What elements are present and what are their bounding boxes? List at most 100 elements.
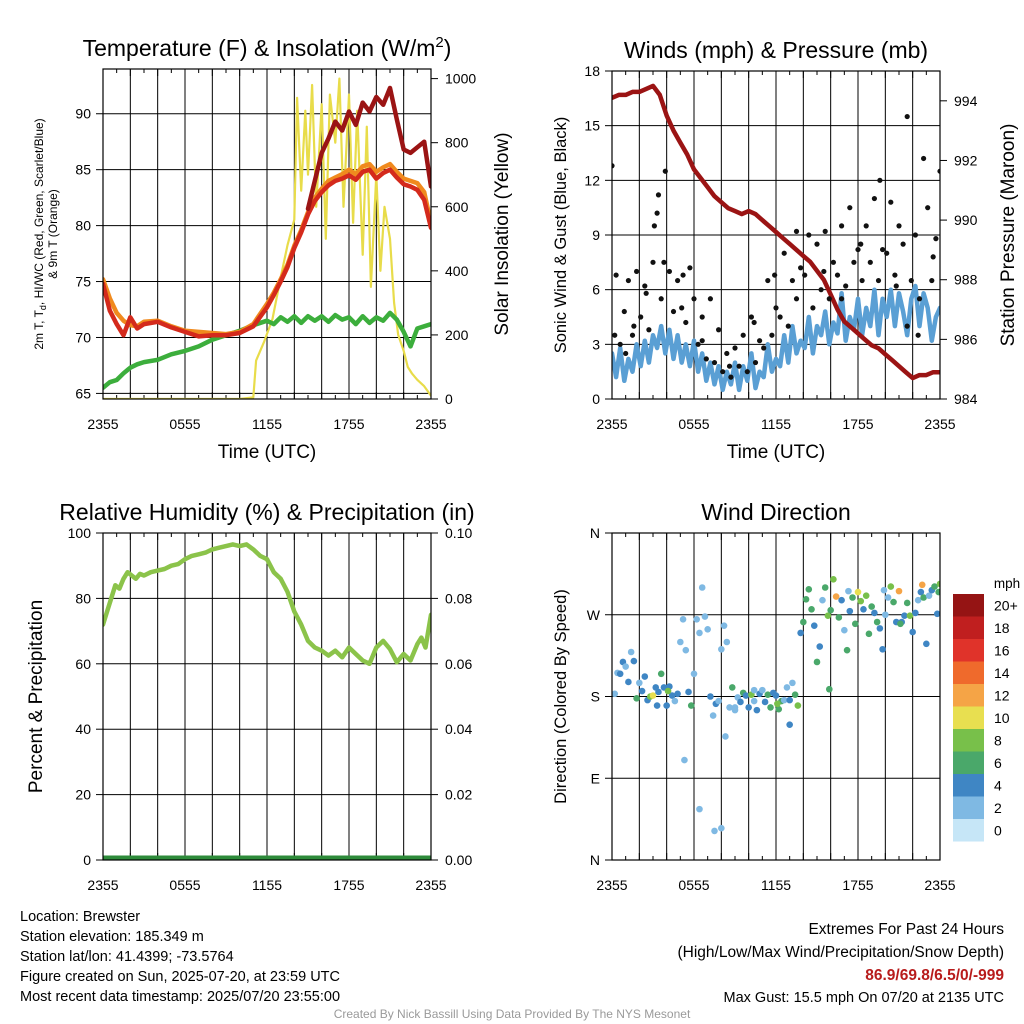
gust-point xyxy=(806,232,812,238)
gust-point xyxy=(740,332,746,338)
y-right-axis-label: Station Pressure (Maroon) xyxy=(998,124,1019,347)
station-latlon: Station lat/lon: 41.4399; -73.5764 xyxy=(20,949,234,965)
x-tick-label: 1155 xyxy=(252,416,282,432)
panel-wdir: 2355 0555 1155 1755 2355 N E S W N Wind Direction D… xyxy=(552,499,1020,893)
y-right-tick-label: 0.02 xyxy=(445,787,472,803)
direction-point xyxy=(794,702,802,709)
gust-point xyxy=(707,296,714,302)
y-right-tick-label: 0.06 xyxy=(445,656,472,672)
colorbar-swatch xyxy=(953,729,984,752)
direction-point xyxy=(682,646,690,654)
direction-point xyxy=(701,613,709,620)
x-tick-label: 0555 xyxy=(169,877,200,893)
colorbar-label: 8 xyxy=(994,732,1002,748)
gust-point xyxy=(654,210,660,216)
colorbar-swatch xyxy=(953,616,984,639)
gust-point xyxy=(670,308,677,315)
gust-point xyxy=(843,283,849,289)
x-tick-label: 2355 xyxy=(596,416,627,432)
colorbar-label: 10 xyxy=(994,710,1010,726)
gust-point xyxy=(757,338,763,344)
plot-frame xyxy=(102,68,432,400)
direction-point xyxy=(865,630,873,638)
x-tick-label: 2355 xyxy=(415,877,446,893)
direction-point xyxy=(655,688,662,696)
y-tick-label: N xyxy=(590,525,600,541)
gust-point xyxy=(851,259,857,265)
credit-line: Created By Nick Bassill Using Data Provi… xyxy=(333,1007,691,1021)
gust-point xyxy=(871,195,878,202)
direction-point xyxy=(630,657,638,665)
y-tick-label: 75 xyxy=(75,274,91,290)
gust-point xyxy=(847,205,853,211)
direction-point xyxy=(718,645,725,653)
x-tick-label: 1155 xyxy=(761,877,791,893)
gust-point xyxy=(773,305,779,311)
y-right-tick-label: 1000 xyxy=(445,71,476,87)
gust-point xyxy=(921,155,927,162)
direction-point xyxy=(627,648,635,656)
gust-point xyxy=(769,332,775,338)
gust-point xyxy=(933,236,939,242)
direction-point xyxy=(616,670,624,678)
gust-point xyxy=(631,323,637,329)
y-tick-label: 20 xyxy=(75,787,91,803)
gust-point xyxy=(736,363,742,369)
gust-point xyxy=(925,205,931,211)
direction-point xyxy=(722,733,729,740)
gust-point xyxy=(777,314,783,320)
gust-point xyxy=(643,290,649,296)
y-tick-label: 80 xyxy=(75,218,91,234)
direction-point xyxy=(789,679,796,687)
direction-point xyxy=(698,584,706,591)
direction-point xyxy=(821,584,829,591)
title-superscript: 2 xyxy=(435,34,443,51)
gust-point xyxy=(642,283,648,289)
direction-point xyxy=(838,596,845,604)
gust-point xyxy=(858,241,864,247)
y-right-axis-label: Solar Insolation (Yellow) xyxy=(492,132,513,335)
colorbar-label: 12 xyxy=(994,687,1010,703)
direction-point xyxy=(871,609,878,617)
direction-point xyxy=(636,679,643,687)
gust-point xyxy=(716,327,722,333)
gust-point xyxy=(658,296,664,302)
direction-point xyxy=(906,612,914,619)
gust-point xyxy=(651,223,657,229)
y-label-subscript: d xyxy=(38,305,48,310)
direction-point xyxy=(696,629,703,637)
direction-point xyxy=(728,684,736,691)
direction-point xyxy=(750,697,758,705)
panel-winds: 2355 0555 1155 1755 2355 0 3 6 9 12 15 18 984 986 988 9… xyxy=(552,37,1019,463)
gust-point xyxy=(859,277,865,284)
gust-point xyxy=(761,345,767,351)
colorbar-swatch xyxy=(953,684,984,707)
x-tick-label: 1755 xyxy=(842,877,873,893)
direction-point xyxy=(873,618,881,626)
direction-point xyxy=(808,606,815,613)
direction-point xyxy=(681,756,688,764)
series-line-0 xyxy=(103,77,431,399)
direction-point xyxy=(918,581,926,589)
gust-point xyxy=(744,369,750,375)
direction-point xyxy=(860,606,867,613)
direction-point xyxy=(753,706,761,714)
colorbar: mph 0 2 4 6 8 10 12 14 16 18 20+ xyxy=(953,576,1020,842)
direction-point xyxy=(882,611,889,619)
colorbar-swatch xyxy=(953,774,984,797)
gust-point xyxy=(810,305,816,311)
gust-point xyxy=(675,277,681,284)
y-tick-label: 85 xyxy=(75,162,91,178)
gust-point xyxy=(748,314,755,320)
gust-point xyxy=(752,359,759,366)
direction-point xyxy=(887,583,895,590)
gust-point xyxy=(904,323,910,329)
x-tick-label: 2355 xyxy=(924,877,955,893)
direction-point xyxy=(876,625,884,632)
gust-point xyxy=(661,259,667,265)
gust-point xyxy=(802,272,808,278)
direction-point xyxy=(901,612,908,619)
y-tick-label: 70 xyxy=(75,329,91,345)
gust-point xyxy=(726,363,733,369)
direction-point xyxy=(663,702,670,709)
